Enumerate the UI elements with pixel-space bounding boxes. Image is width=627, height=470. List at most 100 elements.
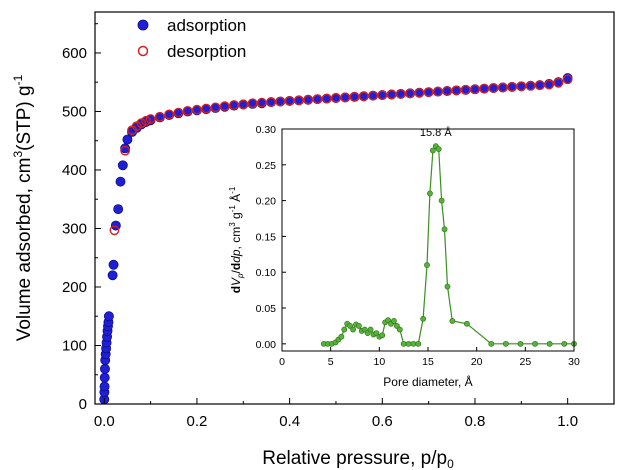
main-x-axis-title: Relative pressure, p/p0 — [262, 448, 454, 470]
desorption-point — [173, 107, 184, 118]
main-x-tick-label: 0.2 — [187, 413, 208, 430]
pore-size-point — [415, 340, 422, 347]
desorption-point — [275, 96, 286, 107]
pore-size-point — [441, 226, 448, 233]
desorption-point — [488, 83, 499, 93]
desorption-point — [395, 89, 406, 99]
main-x-axis-title-text: Relative pressure, p/p — [262, 448, 447, 469]
desorption-point — [368, 90, 378, 101]
inset-x-tick-label: 25 — [519, 356, 531, 368]
inset-y-tick-label: 0.10 — [256, 267, 277, 279]
pore-size-point — [424, 262, 430, 268]
pore-size-point — [367, 326, 374, 333]
main-x-tick-label: 1.0 — [557, 413, 578, 430]
desorption-point — [562, 74, 573, 85]
inset-x-tick-label: 5 — [328, 356, 334, 368]
inset-y-title-unit3: Å — [228, 194, 243, 205]
pore-size-point — [502, 340, 509, 347]
adsorption-point — [103, 311, 114, 322]
inset-y-ticks: 0.00 0.05 0.10 0.15 0.20 0.25 0.30 — [256, 124, 286, 351]
inset-data-line — [323, 145, 574, 345]
desorption-point — [312, 94, 323, 105]
inset-y-tick-label: 0.20 — [256, 196, 277, 208]
main-x-tick-label: 0.4 — [279, 413, 300, 430]
desorption-point — [229, 100, 239, 110]
pore-size-point — [341, 326, 348, 333]
inset-x-tick-label: 0 — [279, 356, 285, 368]
adsorption-point — [108, 259, 119, 270]
pore-size-point — [405, 340, 412, 347]
desorption-point — [192, 104, 202, 115]
main-y-tick-label: 600 — [62, 45, 87, 62]
desorption-point — [451, 85, 462, 96]
inset-x-tick-label: 30 — [568, 356, 580, 368]
pore-size-point — [338, 333, 345, 340]
adsorption-point — [99, 372, 110, 383]
legend-adsorption-label: adsorption — [167, 16, 246, 35]
desorption-point — [154, 111, 165, 122]
desorption-point — [358, 91, 369, 102]
pore-size-point — [444, 283, 451, 290]
desorption-point — [497, 82, 508, 93]
desorption-point — [210, 102, 221, 113]
inset-y-title-sup3: -1 — [228, 186, 237, 194]
pore-size-point — [464, 320, 470, 327]
pore-size-point — [561, 340, 568, 347]
desorption-point — [553, 77, 564, 88]
pore-size-line — [323, 145, 574, 345]
desorption-point — [349, 91, 360, 102]
inset-chart: 0 5 10 15 20 25 30 0.00 0.05 0.10 0.15 0.20 0.25 0.3… — [228, 124, 580, 389]
pore-size-point — [517, 340, 524, 347]
main-y-ticks: 0 100 200 300 400 500 600 — [62, 23, 101, 413]
desorption-point — [470, 84, 480, 95]
legend-desorption-label: desorption — [167, 42, 246, 61]
desorption-point — [145, 114, 156, 124]
pore-size-point — [429, 147, 436, 154]
main-y-tick-label: 100 — [62, 337, 87, 354]
pore-size-point — [391, 318, 397, 324]
inset-y-title-d2: d — [229, 263, 243, 270]
inset-y-axis-title: dVp/ddp, cm3 g-1 Å-1 — [228, 186, 245, 293]
desorption-point — [377, 90, 388, 100]
desorption-point — [442, 86, 453, 96]
desorption-point — [423, 87, 434, 98]
desorption-point — [405, 88, 416, 99]
main-y-axis-title-sup1: 3 — [11, 151, 25, 158]
inset-x-tick-label: 20 — [471, 356, 483, 368]
inset-y-title-sup2: -1 — [228, 205, 237, 213]
desorption-point — [516, 81, 527, 92]
desorption-point — [284, 96, 295, 106]
desorption-point — [525, 80, 536, 91]
pore-size-point — [427, 190, 433, 197]
main-plot-frame — [94, 11, 615, 405]
inset-y-tick-label: 0.25 — [256, 160, 277, 172]
desorption-point — [256, 97, 267, 108]
main-y-axis-title: Volume adsorbed, cm3(STP) g-1 — [11, 74, 35, 341]
main-y-tick-label: 300 — [62, 220, 87, 237]
peak-annotation: 15.8 Å — [420, 126, 452, 139]
desorption-point — [534, 80, 545, 91]
desorption-point — [460, 84, 471, 95]
desorption-point — [321, 93, 332, 104]
pore-size-point — [420, 315, 427, 322]
desorption-point — [507, 81, 517, 92]
inset-x-ticks: 0 5 10 15 20 25 30 — [279, 347, 580, 368]
desorption-point — [238, 99, 249, 110]
main-x-ticks: 0.0 0.2 0.4 0.6 0.8 1.0 — [94, 398, 615, 430]
pore-size-point — [438, 197, 445, 204]
adsorption-point — [99, 381, 110, 392]
main-y-tick-label: 400 — [62, 162, 87, 179]
inset-y-tick-label: 0.15 — [256, 231, 277, 243]
desorption-point — [414, 87, 425, 98]
desorption-point — [293, 95, 304, 106]
legend-desorption-marker — [137, 45, 149, 57]
inset-y-title-sup1: 3 — [228, 222, 237, 227]
main-y-tick-label: 200 — [62, 279, 87, 296]
main-x-tick-label: 0.0 — [94, 413, 115, 430]
desorption-point — [182, 105, 193, 116]
main-x-tick-label: 0.8 — [465, 413, 486, 430]
adsorption-point — [113, 204, 124, 215]
adsorption-point — [122, 134, 133, 145]
desorption-point — [164, 109, 175, 120]
